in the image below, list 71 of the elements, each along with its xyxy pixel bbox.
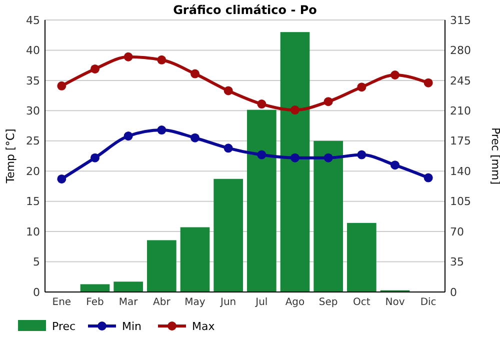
legend-label: Prec (52, 320, 76, 333)
x-tick-label: Abr (153, 297, 172, 308)
point (57, 81, 66, 90)
point (190, 69, 200, 78)
x-tick-label: Nov (385, 297, 405, 308)
y2-tick-label: 0 (450, 286, 457, 299)
x-tick-label: May (184, 297, 206, 308)
point (90, 64, 100, 74)
point (190, 133, 200, 142)
point (224, 86, 233, 96)
legend-label: Min (122, 320, 142, 333)
y-tick-label: 10 (26, 225, 40, 238)
point (324, 97, 333, 106)
y-tick-label: 25 (26, 134, 40, 148)
y-axis-title: Temp [°C] (4, 128, 17, 184)
y2-tick-label: 315 (450, 14, 471, 27)
x-tick-label: Dic (420, 297, 436, 308)
point (357, 82, 366, 92)
point (157, 55, 166, 64)
y2-tick-label: 35 (450, 256, 464, 269)
y2-tick-label: 280 (450, 44, 471, 58)
bar (314, 140, 343, 292)
y-tick-label: 40 (26, 44, 40, 58)
point (124, 52, 133, 62)
point (257, 150, 266, 160)
y-tick-label: 0 (33, 286, 40, 299)
y2-tick-label: 140 (450, 164, 471, 178)
y2-axis-title: Prec [mm] (489, 127, 500, 185)
x-tick-label: Jun (220, 297, 236, 308)
y2-tick-label: 245 (450, 74, 471, 88)
point (290, 106, 300, 115)
chart-title: Gráfico climático - Po (173, 3, 317, 17)
point (390, 70, 400, 80)
bar (214, 178, 243, 292)
x-tick-label: Ene (52, 297, 72, 308)
point (290, 153, 300, 162)
y-tick-label: 20 (26, 164, 40, 178)
bar (114, 282, 143, 292)
point (324, 153, 333, 162)
bar (180, 227, 210, 292)
x-tick-label: Feb (86, 297, 104, 308)
point (390, 160, 400, 170)
bar (147, 240, 176, 292)
y2-tick-label: 105 (450, 195, 471, 208)
point (357, 150, 366, 160)
bar (80, 284, 110, 292)
y2-tick-label: 70 (450, 225, 464, 238)
point (424, 78, 433, 88)
y2-tick-label: 175 (450, 134, 471, 148)
x-tick-label: Ago (285, 297, 305, 308)
legend-label: Max (192, 320, 216, 333)
y-tick-label: 15 (26, 195, 40, 208)
point (224, 144, 233, 153)
point (57, 174, 66, 184)
y2-tick-label: 210 (450, 104, 471, 118)
bar (247, 110, 276, 292)
point (257, 100, 266, 109)
y-tick-label: 45 (26, 14, 40, 27)
x-tick-label: Jul (254, 297, 268, 308)
point (90, 153, 100, 162)
x-tick-label: Mar (118, 297, 139, 308)
point (157, 126, 166, 135)
bar (347, 222, 376, 292)
x-tick-label: Oct (353, 297, 370, 308)
bar (280, 32, 310, 292)
y-tick-label: 5 (33, 256, 40, 269)
x-tick-label: Sep (318, 297, 338, 308)
y-tick-label: 35 (26, 74, 40, 88)
y-tick-label: 30 (26, 104, 40, 118)
point (124, 132, 133, 141)
point (424, 173, 433, 182)
